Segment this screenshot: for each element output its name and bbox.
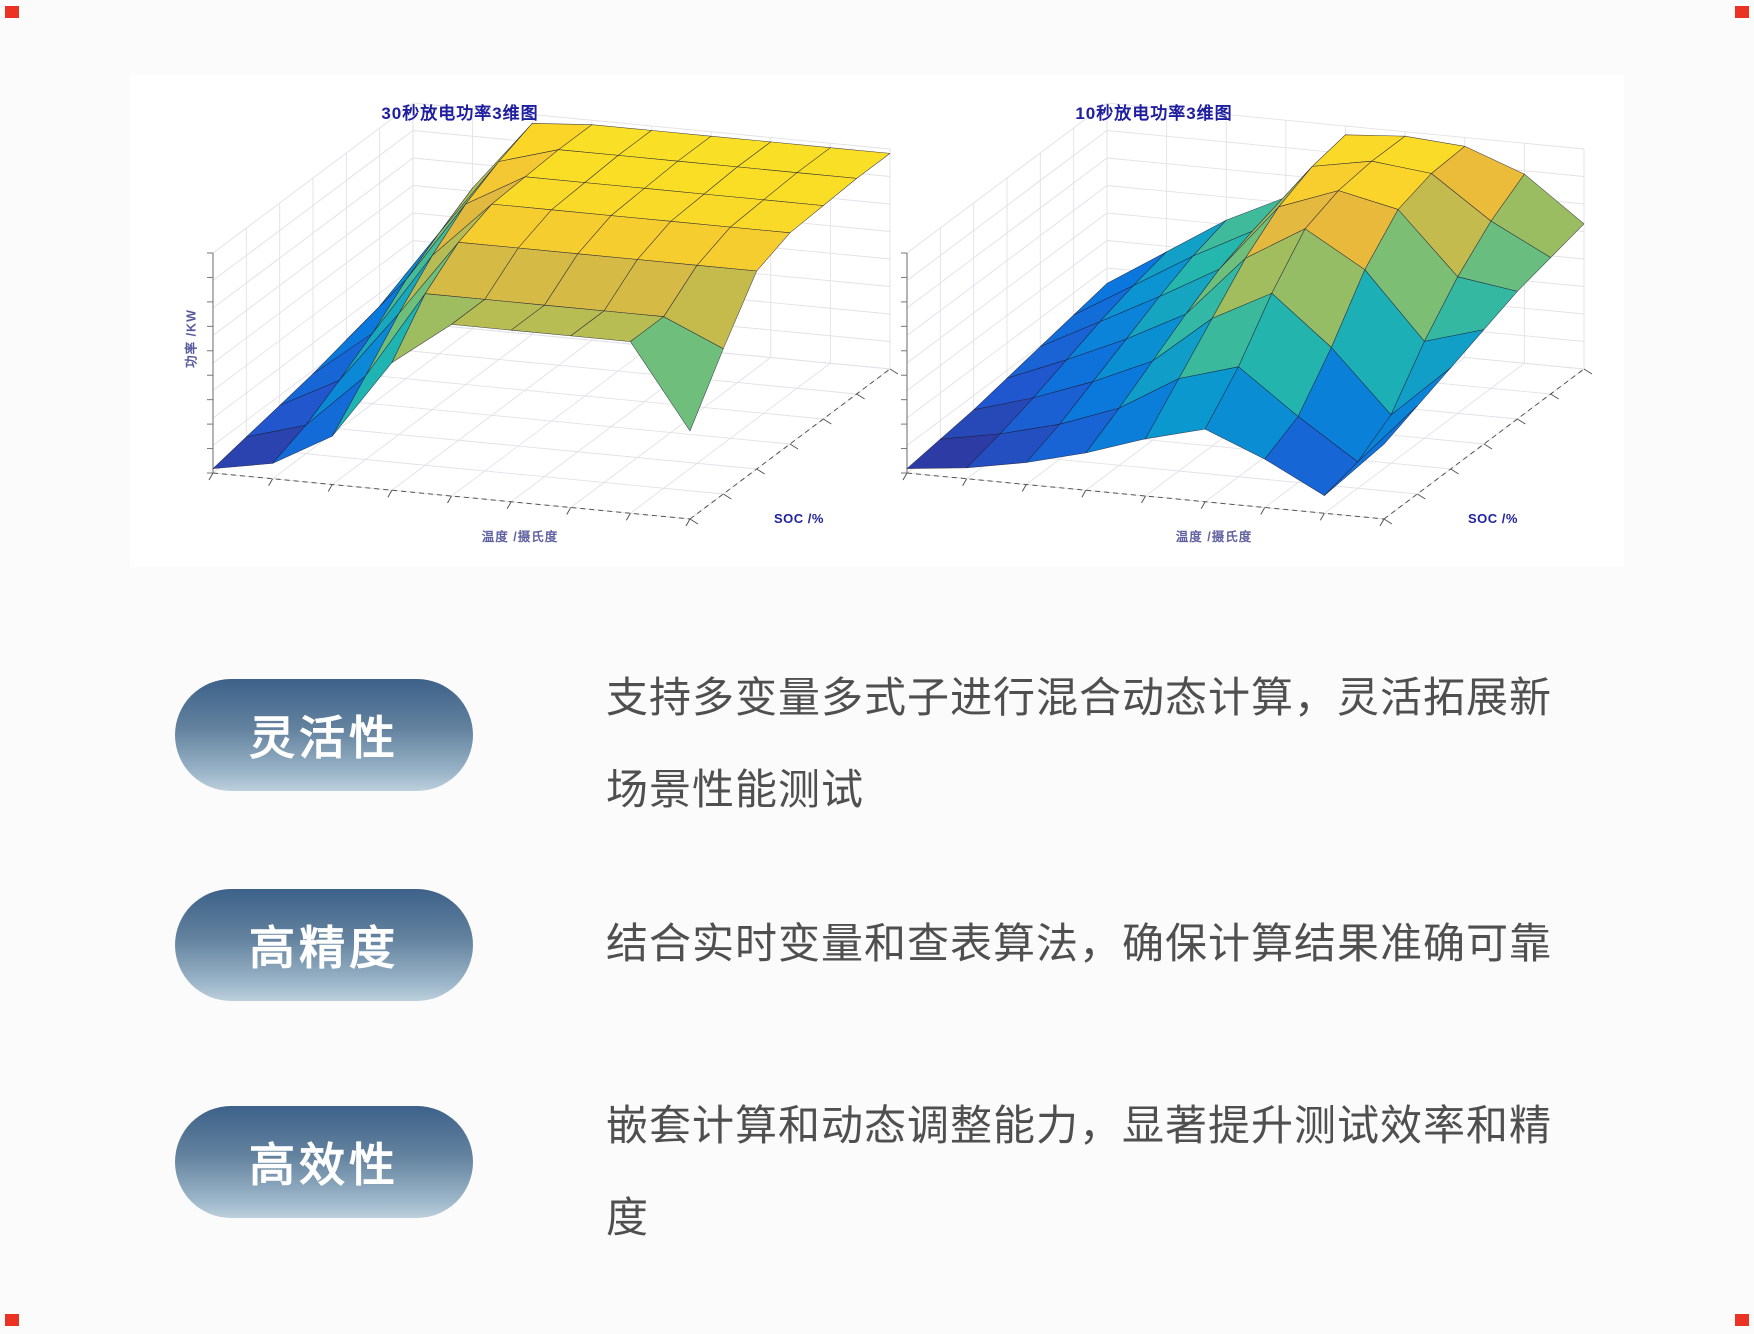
z-axis-label-30s: 功率 /KW: [184, 309, 199, 368]
x-axis-label-10s: 温度 /摄氏度: [1175, 530, 1253, 544]
chart-panel: 30秒放电功率3维图 功率 /KW 温度 /摄氏度 SOC /% 10秒放电功率…: [130, 75, 1624, 567]
surface-plot-30s: 30秒放电功率3维图 功率 /KW 温度 /摄氏度 SOC /%: [170, 83, 899, 563]
chart-title-10s: 10秒放电功率3维图: [1075, 104, 1233, 123]
y-axis-label-10s: SOC /%: [1468, 511, 1518, 526]
corner-marker-top-right: [1735, 6, 1749, 18]
chart-title-30s: 30秒放电功率3维图: [381, 104, 539, 123]
y-axis-label-30s: SOC /%: [774, 511, 824, 526]
feature-description-precision: 结合实时变量和查表算法，确保计算结果准确可靠: [606, 920, 1553, 967]
corner-marker-bottom-left: [5, 1314, 19, 1326]
corner-marker-bottom-right: [1735, 1314, 1749, 1326]
surface-plot-30s-canvas: [207, 102, 899, 527]
feature-pill-precision: 高精度: [175, 889, 473, 1001]
feature-pill-flexibility: 灵活性: [175, 679, 473, 791]
feature-description-efficiency: 嵌套计算和动态调整能力，显著提升测试效率和精度: [606, 1102, 1553, 1241]
surface-plot-10s-canvas: [901, 102, 1593, 527]
feature-description-flexibility: 支持多变量多式子进行混合动态计算，灵活拓展新场景性能测试: [606, 674, 1553, 813]
surface-plot-10s: 10秒放电功率3维图 温度 /摄氏度 SOC /%: [864, 83, 1593, 563]
feature-pill-efficiency: 高效性: [175, 1106, 473, 1218]
corner-marker-top-left: [5, 6, 19, 18]
x-axis-label-30s: 温度 /摄氏度: [481, 530, 559, 544]
